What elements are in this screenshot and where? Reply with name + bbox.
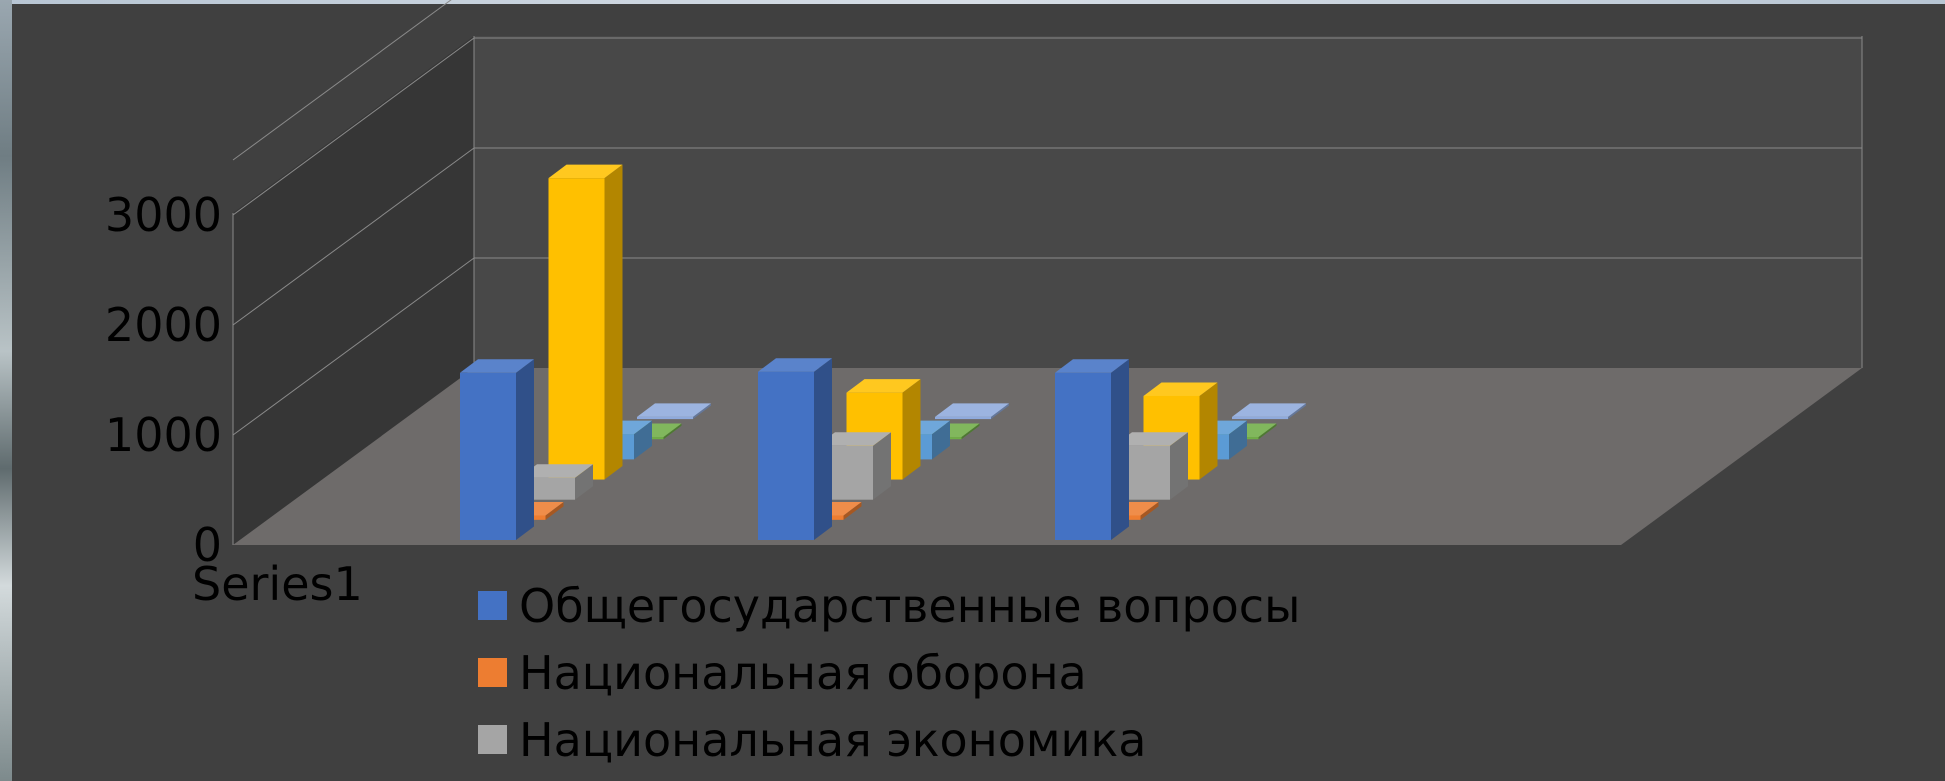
bar-side	[1258, 423, 1277, 440]
bars	[460, 164, 1306, 540]
y-tick-label: 0	[193, 518, 222, 572]
bar-side	[1229, 420, 1247, 460]
grid-lines	[232, 0, 1863, 545]
bar-side	[902, 379, 921, 480]
grid-line	[232, 257, 475, 436]
bar-side	[634, 420, 652, 460]
bar-side	[961, 423, 980, 440]
bar-front	[1055, 372, 1111, 540]
bar-side	[663, 423, 682, 440]
side-wall	[233, 36, 474, 545]
bar-top	[1143, 382, 1218, 396]
bar-side	[932, 420, 950, 460]
bar-top	[548, 164, 623, 179]
bar-side	[814, 358, 832, 540]
bar-top	[935, 403, 1009, 417]
background-photo-strip-top	[0, 0, 1945, 4]
bar-top	[1055, 359, 1129, 373]
legend-item: Национальная оборона	[478, 639, 1300, 706]
bar-side	[843, 501, 862, 520]
bar-front	[935, 416, 991, 420]
bar	[758, 358, 832, 540]
bar-front	[1232, 416, 1288, 420]
bar-front	[758, 371, 814, 540]
bar-side	[991, 403, 1009, 420]
bar	[1232, 403, 1306, 420]
legend-swatch	[478, 658, 507, 687]
bar-top	[758, 358, 832, 372]
bar	[460, 359, 534, 540]
bar-side	[575, 464, 593, 500]
bar-front	[637, 416, 693, 420]
grid-line	[232, 147, 475, 326]
legend-item: Национальная экономика	[478, 706, 1300, 773]
legend-label: Национальная оборона	[519, 645, 1087, 700]
bar-side	[693, 403, 711, 420]
y-axis-ticks: 0 1000 2000 3000	[105, 188, 222, 572]
y-tick-label: 3000	[105, 188, 222, 242]
bar-side	[545, 501, 564, 520]
bar-top	[519, 464, 593, 478]
bar-top	[1114, 432, 1188, 446]
bar	[935, 403, 1009, 420]
bar-front	[548, 178, 605, 480]
y-tick-label: 2000	[105, 298, 222, 352]
bar-top	[637, 403, 711, 417]
bar-side	[873, 432, 891, 500]
legend-item: Общегосударственные вопросы	[478, 572, 1300, 639]
bar-front	[460, 372, 516, 540]
legend-swatch	[478, 725, 507, 754]
legend-swatch	[478, 591, 507, 620]
bar	[548, 164, 623, 480]
y-tick-label: 1000	[105, 408, 222, 462]
chart-floor	[233, 368, 1862, 545]
bar-side	[1111, 359, 1129, 540]
bar-side	[604, 164, 623, 480]
bar-side	[1288, 403, 1306, 420]
bar-top	[460, 359, 534, 373]
grid-line	[232, 0, 452, 161]
legend-label: Национальная экономика	[519, 712, 1147, 767]
bar-side	[1140, 501, 1159, 520]
bar-side	[516, 359, 534, 540]
bar	[637, 403, 711, 420]
bar-side	[1170, 432, 1188, 500]
bar-top	[1232, 403, 1306, 417]
background-photo-strip	[0, 0, 12, 781]
bar	[1055, 359, 1129, 540]
back-wall	[474, 36, 1862, 368]
bar-side	[1199, 382, 1218, 480]
legend: Общегосударственные вопросы Национальная…	[478, 572, 1300, 773]
legend-label: Общегосударственные вопросы	[519, 578, 1301, 633]
bar-top	[846, 379, 921, 393]
bar-top	[817, 432, 891, 446]
grid-line	[232, 37, 475, 216]
category-label: Series1	[192, 557, 363, 611]
